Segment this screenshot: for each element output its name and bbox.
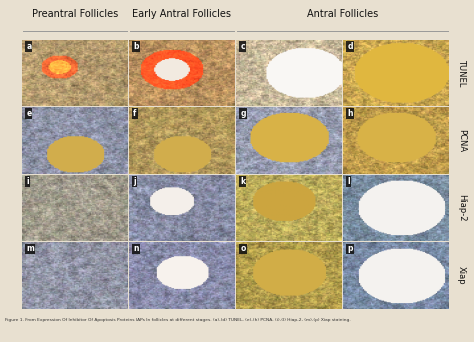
- Text: d: d: [347, 42, 353, 51]
- Text: o: o: [240, 245, 246, 253]
- Text: a: a: [26, 42, 31, 51]
- Text: p: p: [347, 245, 353, 253]
- Text: m: m: [26, 245, 34, 253]
- Text: j: j: [133, 177, 136, 186]
- Text: c: c: [240, 42, 245, 51]
- Text: Figure 1. From Expression Of Inhibitor Of Apoptosis Proteins IAPs In follicles a: Figure 1. From Expression Of Inhibitor O…: [5, 318, 350, 321]
- Text: PCNA: PCNA: [457, 129, 466, 152]
- Text: Xiap: Xiap: [457, 266, 466, 285]
- Text: g: g: [240, 109, 246, 118]
- Text: Hiap-2: Hiap-2: [457, 195, 466, 222]
- Text: Antral Follicles: Antral Follicles: [307, 9, 378, 19]
- Text: k: k: [240, 177, 246, 186]
- Text: b: b: [133, 42, 139, 51]
- Text: f: f: [133, 109, 137, 118]
- Text: e: e: [26, 109, 31, 118]
- Text: h: h: [347, 109, 353, 118]
- Text: n: n: [133, 245, 139, 253]
- Text: l: l: [347, 177, 350, 186]
- Text: i: i: [26, 177, 29, 186]
- Text: TUNEL: TUNEL: [457, 60, 466, 87]
- Text: Early Antral Follicles: Early Antral Follicles: [132, 9, 231, 19]
- Text: Preantral Follicles: Preantral Follicles: [32, 9, 118, 19]
